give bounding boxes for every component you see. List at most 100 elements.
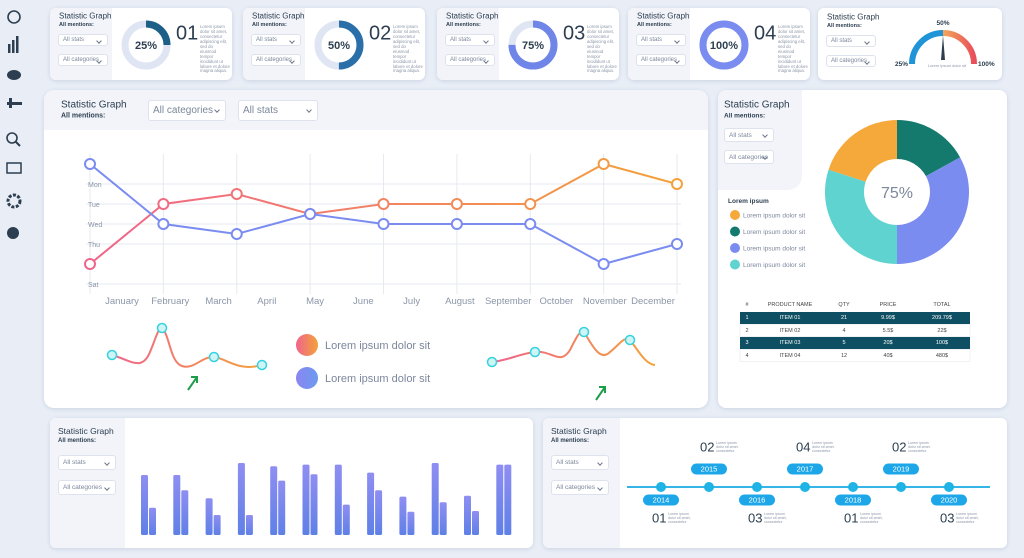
- event-number: 03: [748, 510, 763, 526]
- ring-value: [699, 20, 749, 70]
- card-subtitle: All mentions:: [446, 22, 481, 28]
- dropdown[interactable]: All stats: [724, 128, 774, 142]
- card-subtitle: All mentions:: [551, 437, 590, 444]
- bar: [270, 466, 278, 535]
- dropdown[interactable]: All categories: [826, 55, 876, 67]
- table-cell: 209.79$: [932, 315, 952, 321]
- dropdown[interactable]: All stats: [636, 34, 686, 46]
- dropdown[interactable]: All stats: [551, 455, 609, 470]
- x-tick-label: September: [485, 296, 531, 307]
- card-subtitle: All mentions:: [59, 22, 94, 28]
- bar: [367, 472, 375, 535]
- gauge-arc-right: [942, 30, 977, 65]
- year-label: 2014: [653, 496, 670, 505]
- chat-icon[interactable]: [7, 70, 21, 80]
- dropdown[interactable]: All categories: [636, 54, 686, 66]
- event-text: Lorem ipsum dolor sit amet, consectetur: [908, 441, 931, 454]
- bar: [237, 463, 245, 535]
- ring-value: [121, 20, 171, 70]
- dropdown[interactable]: All categories: [58, 480, 116, 495]
- table-row: [740, 312, 970, 324]
- dropdown[interactable]: All stats: [58, 455, 116, 470]
- year-badge: [883, 463, 919, 475]
- search-icon[interactable]: [6, 132, 21, 147]
- dropdown[interactable]: All categories: [58, 54, 108, 66]
- card-subtitle: All mentions:: [58, 437, 97, 444]
- dropdown[interactable]: All stats: [251, 34, 301, 46]
- event-number: 02: [892, 439, 907, 455]
- year-badge: [931, 494, 967, 506]
- line-point: [377, 218, 390, 230]
- table-header: #: [745, 302, 749, 308]
- gauge-label: 25%: [895, 61, 908, 68]
- event-number: 03: [940, 510, 955, 526]
- year-badge: [787, 463, 823, 475]
- line-point: [157, 198, 170, 210]
- x-tick-label: October: [540, 296, 574, 307]
- x-tick-label: March: [205, 296, 231, 307]
- cloud-icon[interactable]: [7, 227, 19, 239]
- event-text: Lorem ipsum dolor sit amet, consectetur: [668, 512, 691, 525]
- legend-swatch: [296, 367, 318, 389]
- legend-label: Lorem ipsum dolor sit: [743, 213, 805, 220]
- x-tick-label: May: [306, 296, 324, 307]
- card-subtitle: All mentions:: [827, 23, 862, 29]
- card-title: Statistic Graph: [551, 426, 607, 436]
- bar: [181, 490, 189, 535]
- card-title: Statistic Graph: [637, 11, 690, 21]
- event-text: Lorem ipsum dolor sit amet, consectetur: [956, 512, 979, 525]
- table-cell: ITEM 03: [779, 340, 801, 346]
- table-cell: 3: [745, 340, 749, 346]
- table-header: TOTAL: [933, 302, 951, 308]
- bar: [213, 515, 221, 535]
- dropdown[interactable]: All stats: [826, 35, 876, 47]
- bar: [504, 464, 512, 535]
- gauge-caption: Lorem ipsum dolor sit: [928, 63, 967, 68]
- line-point: [230, 188, 243, 200]
- sidebar-icons[interactable]: [6, 10, 22, 239]
- pie-slice: [825, 169, 897, 264]
- ring-label: 100%: [710, 40, 738, 52]
- table-cell: 21: [840, 315, 848, 321]
- pie-slice: [897, 120, 961, 177]
- user-icon[interactable]: [7, 10, 21, 24]
- bar: [399, 496, 407, 535]
- bar-card: [50, 418, 533, 548]
- dropdown[interactable]: All categories: [445, 54, 495, 66]
- dropdown[interactable]: All stats: [238, 100, 318, 121]
- event-number: 04: [796, 439, 811, 455]
- card-subtitle: All mentions:: [637, 22, 672, 28]
- line-point: [84, 158, 96, 170]
- x-tick-label: December: [631, 296, 675, 307]
- kpi-number: 02: [369, 22, 392, 45]
- plane-icon[interactable]: [7, 98, 22, 108]
- table-cell: 20$: [883, 340, 893, 346]
- line-point: [377, 198, 390, 210]
- event-text: Lorem ipsum dolor sit amet, consectetur: [764, 512, 787, 525]
- card-title: Statistic Graph: [252, 11, 305, 21]
- y-tick-label: Sat: [88, 282, 99, 289]
- x-tick-label: August: [445, 296, 475, 307]
- table-cell: ITEM 04: [779, 352, 801, 359]
- line-point: [84, 258, 96, 270]
- settings-icon[interactable]: [6, 193, 22, 209]
- mail-icon[interactable]: [6, 162, 22, 174]
- dropdown[interactable]: All categories: [551, 480, 609, 495]
- chart-icon[interactable]: [8, 36, 19, 53]
- bar: [310, 474, 318, 535]
- legend-swatch: [730, 226, 740, 237]
- table-cell: 40$: [883, 352, 893, 359]
- dropdown[interactable]: All stats: [58, 34, 108, 46]
- dropdown[interactable]: All categories: [724, 150, 774, 164]
- dropdown[interactable]: All categories: [148, 100, 226, 121]
- bar: [472, 511, 479, 535]
- x-tick-label: July: [403, 296, 420, 307]
- dropdown[interactable]: All stats: [445, 34, 495, 46]
- timeline-dot: [848, 482, 858, 492]
- event-text: Lorem ipsum dolor sit amet, consectetur: [812, 441, 835, 454]
- card-title: Statistic Graph: [61, 99, 127, 111]
- line-point: [597, 158, 610, 170]
- dropdown[interactable]: All categories: [251, 54, 301, 66]
- table-cell: 4: [745, 352, 749, 359]
- bar: [496, 464, 504, 535]
